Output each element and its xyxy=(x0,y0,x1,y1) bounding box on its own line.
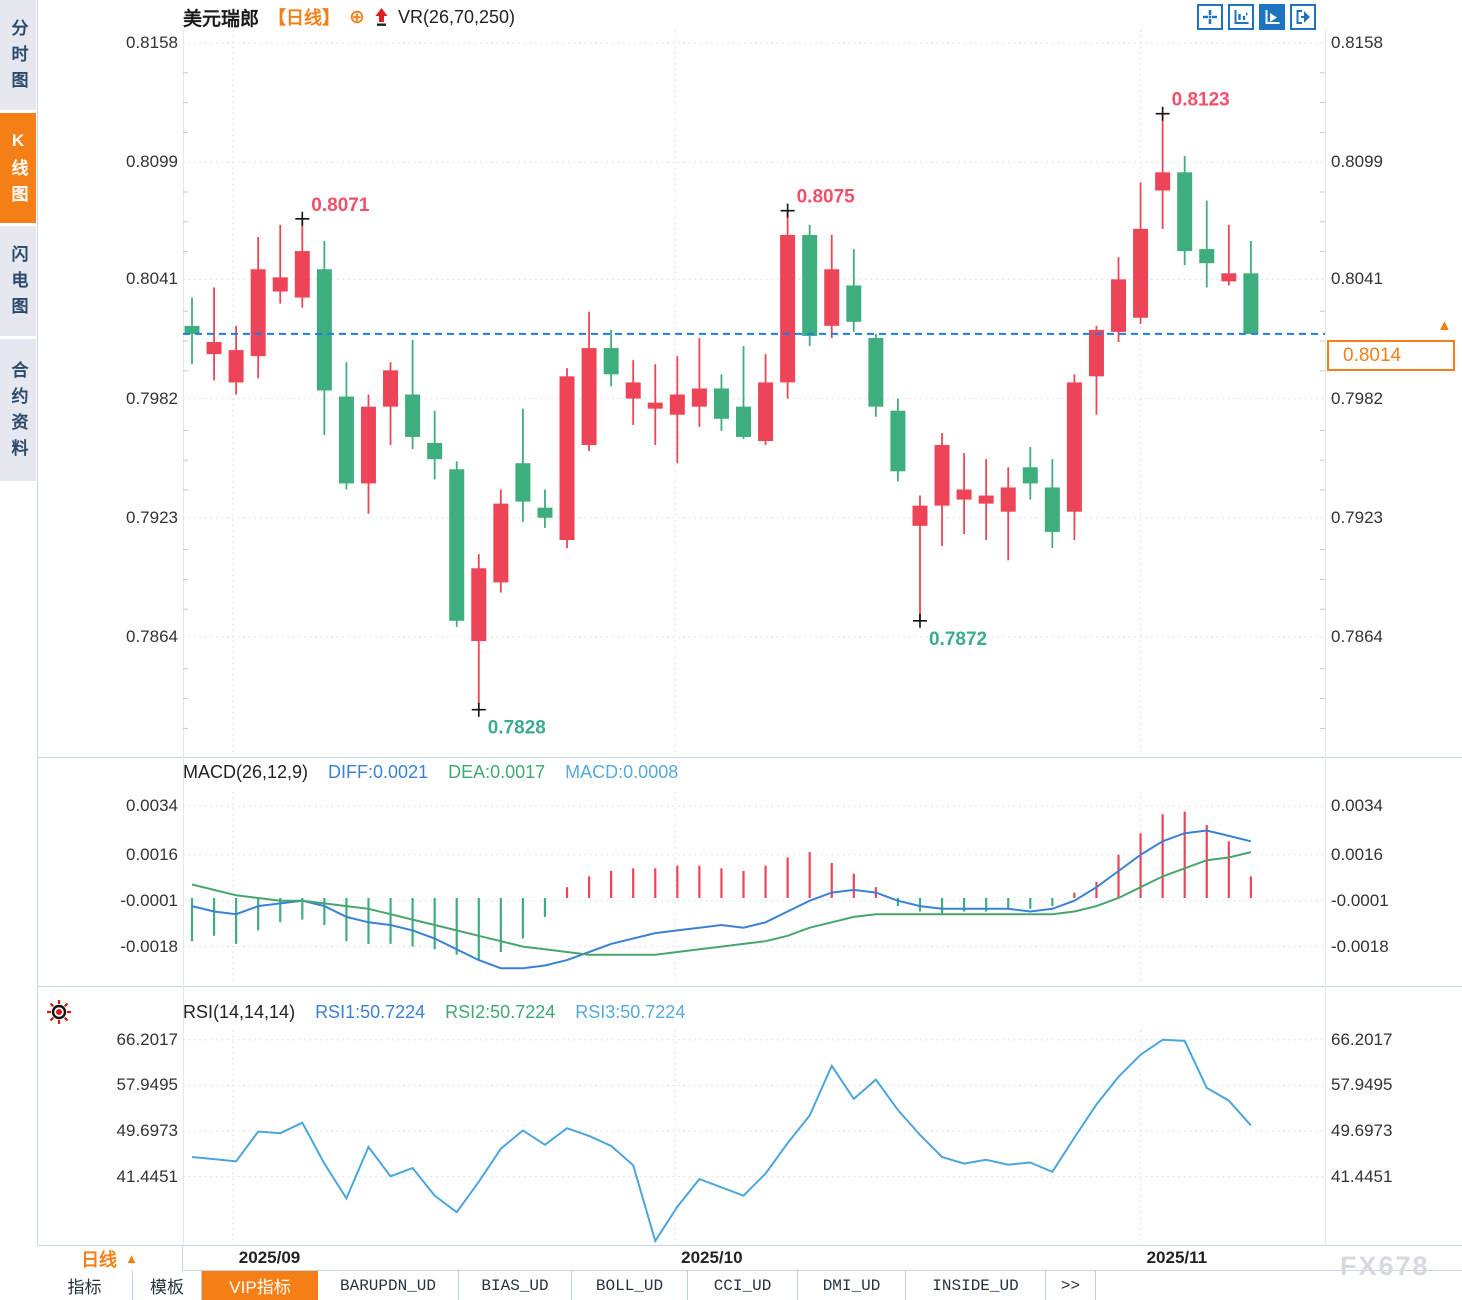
svg-text:0.8123: 0.8123 xyxy=(1172,90,1230,111)
price-tick-label: 0.8158 xyxy=(126,33,178,52)
price-tick-label: 0.7982 xyxy=(126,388,178,408)
price-tick-label: 0.7923 xyxy=(1331,507,1383,527)
sidebar-tab-label: 闪电图 xyxy=(8,245,28,323)
price-tick-label: 0.0016 xyxy=(126,844,178,864)
rsi-live-icon[interactable] xyxy=(45,998,73,1026)
sidebar-tab-kline[interactable]: K线图 xyxy=(0,113,36,223)
price-tick-label: 0.7864 xyxy=(1331,626,1383,646)
add-indicator-icon[interactable]: ⊕ xyxy=(349,6,365,28)
tab-barupdn-ud[interactable]: BARUPDN_UD xyxy=(318,1271,459,1300)
sidebar-tab-label: 合约资料 xyxy=(8,361,28,465)
macd-series xyxy=(190,811,1252,970)
macd-macd-value: MACD:0.0008 xyxy=(565,762,679,782)
period-tag[interactable]: 【日线】 xyxy=(268,8,341,28)
svg-text:0.7828: 0.7828 xyxy=(488,718,546,739)
price-tick-label: 57.9495 xyxy=(1331,1075,1393,1095)
price-tick-label: -0.0001 xyxy=(1331,890,1389,910)
macd-diff-value: DIFF:0.0021 xyxy=(328,762,429,782)
rsi-series xyxy=(191,1038,1252,1244)
rsi3-value: RSI3:50.7224 xyxy=(575,1002,686,1022)
macd-title[interactable]: MACD(26,12,9) xyxy=(183,762,309,782)
price-tick-label: 0.7864 xyxy=(126,626,178,646)
price-tick-label: 49.6973 xyxy=(1331,1121,1393,1140)
sidebar-tab-label: K线图 xyxy=(8,131,28,211)
price-tick-label: 57.9495 xyxy=(116,1075,178,1095)
rsi-title[interactable]: RSI(14,14,14) xyxy=(183,1002,296,1022)
period-dropdown-button[interactable]: 日线 ▲ xyxy=(37,1246,183,1271)
x-axis-label: 2025/09 xyxy=(238,1248,301,1267)
price-tick-label: 41.4451 xyxy=(116,1166,178,1186)
price-tick-label: 0.8099 xyxy=(126,152,178,172)
price-tick-label: 41.4451 xyxy=(1331,1166,1393,1186)
price-tick-label: 0.8158 xyxy=(1331,33,1383,52)
tab-indicators[interactable]: 指标 xyxy=(37,1271,133,1300)
x-axis-label: 2025/10 xyxy=(681,1248,743,1267)
chart-header: 美元瑞郎 【日线】 ⊕ VR(26,70,250) xyxy=(183,4,515,30)
chart-toolbar xyxy=(1197,4,1316,30)
price-tick-label: 0.8041 xyxy=(1331,269,1383,289)
price-tick-label: 49.6973 xyxy=(116,1121,178,1140)
indicator-tabbar: 指标 模板 VIP指标 BARUPDN_UD BIAS_UD BOLL_UD C… xyxy=(37,1271,1462,1300)
period-label: 日线 xyxy=(81,1249,118,1270)
price-annotations: 0.8071 0.7828 0.8075 0.7872 0.8123 xyxy=(295,90,1230,739)
tab-vip-indicators[interactable]: VIP指标 xyxy=(202,1271,318,1300)
tab-bias-ud[interactable]: BIAS_UD xyxy=(459,1271,572,1300)
tab-dmi-ud[interactable]: DMI_UD xyxy=(798,1271,906,1300)
price-tick-label: 0.7923 xyxy=(126,507,178,527)
svg-text:0.7872: 0.7872 xyxy=(929,629,987,650)
tab-cci-ud[interactable]: CCI_UD xyxy=(688,1271,798,1300)
current-price-tag[interactable]: 0.8014 xyxy=(1327,340,1455,371)
sidebar-tab-label: 分时图 xyxy=(8,19,28,97)
candlestick-series xyxy=(184,113,1259,710)
price-tick-label: -0.0018 xyxy=(120,936,178,956)
overlay-indicator-label[interactable]: VR(26,70,250) xyxy=(397,6,516,27)
price-up-arrow-icon: ▲ xyxy=(1437,317,1452,334)
price-tick-label: 66.2017 xyxy=(1331,1029,1393,1049)
rsi-title-row: RSI(14,14,14) RSI1:50.7224 RSI2:50.7224 … xyxy=(183,1002,685,1023)
price-tick-label: -0.0001 xyxy=(120,890,178,910)
price-tick-label: 0.8099 xyxy=(1331,152,1383,172)
crosshair-icon[interactable] xyxy=(1197,4,1223,30)
price-tick-label: 0.0016 xyxy=(1331,844,1383,864)
price-tick-label: -0.0018 xyxy=(1331,936,1389,956)
svg-text:0.8075: 0.8075 xyxy=(797,187,856,208)
svg-text:0.8071: 0.8071 xyxy=(311,195,370,216)
rsi2-value: RSI2:50.7224 xyxy=(445,1002,556,1022)
symbol-title: 美元瑞郎 xyxy=(183,8,260,30)
sidebar-tab-contract-info[interactable]: 合约资料 xyxy=(0,339,36,481)
tab-templates[interactable]: 模板 xyxy=(133,1271,202,1300)
x-axis-row: 日线 ▲ 2025/09 2025/10 2025/11 xyxy=(37,1245,1462,1271)
tab-inside-ud[interactable]: INSIDE_UD xyxy=(906,1271,1046,1300)
sidebar-tab-flash[interactable]: 闪电图 xyxy=(0,226,36,336)
axis-zoom-icon[interactable] xyxy=(1228,4,1254,30)
price-tick-label: 0.7982 xyxy=(1331,388,1383,408)
price-tick-label: 66.2017 xyxy=(116,1029,178,1049)
tab-boll-ud[interactable]: BOLL_UD xyxy=(572,1271,688,1300)
axis-play-icon[interactable] xyxy=(1259,4,1285,30)
dropdown-arrow-icon: ▲ xyxy=(125,1251,138,1266)
watermark: FX678 xyxy=(1340,1251,1430,1281)
price-tick-label: 0.0034 xyxy=(1331,796,1383,816)
x-axis-label: 2025/11 xyxy=(1146,1248,1208,1267)
price-tick-label: 0.0034 xyxy=(126,796,178,816)
buy-arrow-icon xyxy=(374,7,389,27)
macd-title-row: MACD(26,12,9) DIFF:0.0021 DEA:0.0017 MAC… xyxy=(183,762,678,783)
pane-borders xyxy=(37,30,1462,1245)
sidebar-tab-timeline[interactable]: 分时图 xyxy=(0,0,36,110)
rsi1-value: RSI1:50.7224 xyxy=(315,1002,426,1022)
macd-dea-value: DEA:0.0017 xyxy=(448,762,546,782)
price-tick-label: 0.8041 xyxy=(126,269,178,289)
tab-more[interactable]: >> xyxy=(1046,1271,1096,1300)
sidebar: 分时图 K线图 闪电图 合约资料 xyxy=(0,0,38,1300)
exit-right-icon[interactable] xyxy=(1290,4,1316,30)
